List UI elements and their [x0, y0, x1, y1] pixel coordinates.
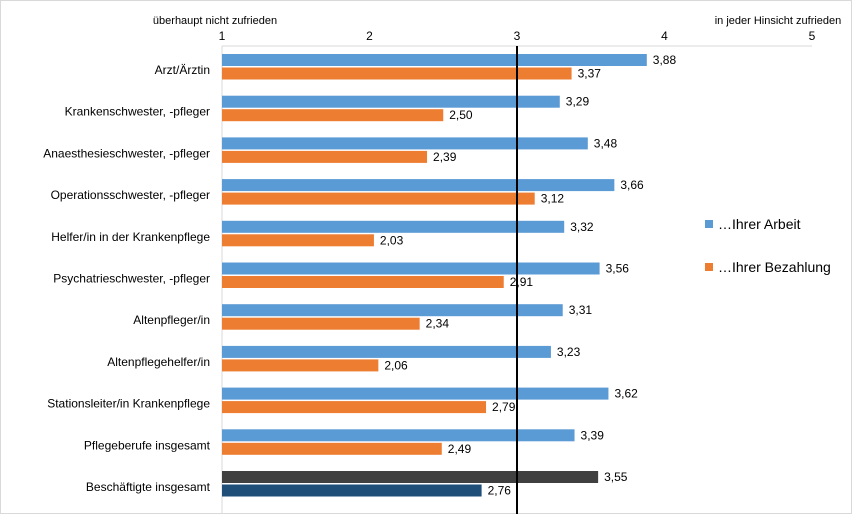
bar-bezahlung — [222, 484, 482, 497]
tick-label-2: 2 — [366, 29, 373, 43]
data-label-bezahlung: 2,03 — [380, 233, 404, 247]
scale-right-label: in jeder Hinsicht zufrieden — [715, 15, 842, 27]
tick-label-3: 3 — [514, 29, 521, 43]
category-label: Arzt/Ärztin — [155, 63, 210, 77]
category-label: Psychatrieschwester, -pfleger — [53, 272, 210, 286]
data-label-arbeit: 3,31 — [569, 303, 593, 317]
bar-arbeit — [222, 262, 600, 275]
data-label-bezahlung: 2,06 — [384, 358, 408, 372]
category-label: Anaesthesieschwester, -pfleger — [43, 146, 210, 160]
category-label: Pflegeberufe insgesamt — [84, 438, 211, 452]
category-label: Stationsleiter/in Krankenpflege — [47, 397, 210, 411]
tick-label-1: 1 — [219, 29, 226, 43]
legend-label: …Ihrer Arbeit — [718, 216, 801, 232]
bar-arbeit — [222, 137, 588, 150]
data-label-arbeit: 3,23 — [557, 345, 581, 359]
data-label-bezahlung: 2,49 — [448, 442, 472, 456]
bar-bezahlung — [222, 317, 420, 330]
bar-bezahlung — [222, 401, 487, 414]
data-label-bezahlung: 3,12 — [541, 192, 565, 206]
legend-swatch — [705, 220, 713, 228]
bar-arbeit — [222, 220, 565, 233]
bar-bezahlung — [222, 234, 374, 247]
category-label: Helfer/in in der Krankenpflege — [51, 230, 210, 244]
data-label-bezahlung: 2,79 — [492, 400, 516, 414]
category-label: Krankenschwester, -pfleger — [65, 105, 210, 119]
tick-label-5: 5 — [809, 29, 816, 43]
bar-bezahlung — [222, 442, 442, 455]
bar-bezahlung — [222, 192, 535, 205]
bar-arbeit — [222, 54, 647, 66]
category-label: Altenpfleger/in — [133, 313, 210, 327]
bar-bezahlung — [222, 67, 572, 80]
legend-swatch — [705, 263, 713, 271]
data-label-arbeit: 3,32 — [570, 220, 594, 234]
legend: …Ihrer Arbeit …Ihrer Bezahlung — [705, 216, 831, 275]
category-label: Altenpflegehelfer/in — [107, 355, 210, 369]
data-labels: 3,88 3,37 3,29 2,50 3,48 2,39 3,66 3,12 3,32 2,03… — [380, 53, 677, 498]
data-label-bezahlung: 3,37 — [578, 67, 602, 81]
legend-label: …Ihrer Bezahlung — [718, 259, 831, 275]
bar-bezahlung — [222, 276, 504, 288]
scale-left-label: überhaupt nicht zufrieden — [153, 15, 277, 27]
bar-bezahlung — [222, 109, 444, 122]
data-label-arbeit: 3,39 — [581, 428, 605, 442]
category-label: Operationsschwester, -pfleger — [51, 188, 210, 202]
data-label-arbeit: 3,88 — [653, 53, 677, 67]
data-label-arbeit: 3,56 — [606, 262, 630, 276]
bar-bezahlung — [222, 150, 428, 163]
bar-arbeit — [222, 179, 615, 192]
data-label-arbeit: 3,29 — [566, 95, 590, 109]
category-labels: Arzt/Ärztin Krankenschwester, -pfleger Ana… — [43, 63, 210, 494]
category-label: Beschäftigte insgesamt — [86, 480, 211, 494]
data-label-arbeit: 3,66 — [620, 178, 644, 192]
data-label-arbeit: 3,55 — [604, 470, 628, 484]
data-label-bezahlung: 2,76 — [488, 484, 512, 498]
bar-arbeit — [222, 429, 575, 442]
tick-label-4: 4 — [661, 29, 668, 43]
bar-arbeit — [222, 387, 609, 400]
bar-bezahlung — [222, 359, 379, 372]
bar-arbeit — [222, 95, 560, 108]
data-label-bezahlung: 2,50 — [449, 108, 473, 122]
data-label-bezahlung: 2,91 — [510, 275, 534, 289]
bar-arbeit — [222, 345, 551, 358]
data-label-bezahlung: 2,34 — [426, 317, 450, 331]
bar-arbeit — [222, 471, 599, 483]
x-axis-ticks: 1 2 3 4 5 — [219, 29, 816, 43]
data-label-bezahlung: 2,39 — [433, 150, 457, 164]
data-label-arbeit: 3,62 — [614, 387, 638, 401]
bar-arbeit — [222, 304, 563, 317]
data-label-arbeit: 3,48 — [594, 136, 618, 150]
